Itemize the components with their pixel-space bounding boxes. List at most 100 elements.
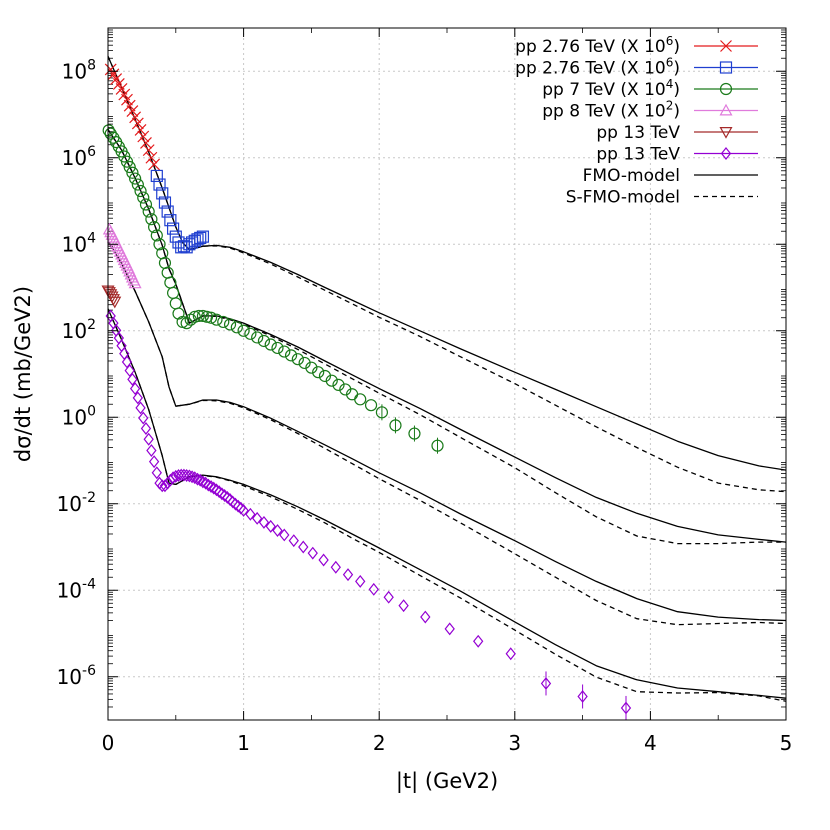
y-tick-label: 104: [62, 230, 96, 256]
data-point: [219, 489, 230, 502]
data-point: [265, 519, 276, 533]
y-tick-label: 108: [62, 57, 96, 83]
data-point: [151, 466, 162, 480]
data-point: [251, 331, 264, 344]
data-point: [145, 151, 158, 164]
plot-frame: [107, 27, 787, 721]
data-point: [194, 231, 207, 245]
legend-entry: pp 13 TeV: [596, 145, 758, 165]
data-point: [161, 205, 174, 218]
data-point: [251, 511, 263, 525]
data-point: [205, 480, 217, 493]
data-point: [444, 622, 455, 636]
data-point: [167, 471, 179, 485]
data-point: [227, 495, 238, 509]
data-point: [318, 369, 332, 383]
legend-label: pp 2.76 TeV (X 106): [515, 56, 680, 79]
data-point: [216, 487, 228, 501]
y-axis-title: dσ/dt (mb/GeV2): [11, 286, 35, 462]
data-point: [135, 401, 146, 415]
data-point: [272, 524, 283, 538]
data-point: [129, 382, 141, 396]
data-point: [368, 582, 379, 596]
data-point: [142, 144, 155, 157]
data-point: [123, 160, 136, 174]
data-point: [148, 455, 160, 469]
data-point: [224, 493, 236, 507]
legend-entry: pp 2.76 TeV (X 106): [515, 56, 758, 79]
data-point: [158, 196, 172, 209]
data-point: [184, 469, 195, 483]
s-fmo-model-curve: [107, 56, 787, 493]
legend-label: pp 2.76 TeV (X 106): [515, 34, 680, 57]
data-point: [153, 238, 166, 251]
data-point: [195, 473, 206, 487]
data-point: [196, 230, 210, 243]
data-point: [233, 499, 244, 513]
data-point: [145, 213, 158, 226]
data-point: [264, 338, 277, 351]
data-point: [148, 158, 161, 171]
data-point: [143, 432, 154, 446]
x-tick-label: 4: [644, 731, 657, 755]
data-point: [284, 349, 298, 362]
data-point: [342, 568, 354, 582]
data-points: [101, 63, 632, 720]
data-point: [115, 83, 128, 95]
legend-entry: pp 13 TeV: [596, 123, 758, 143]
data-point: [184, 313, 197, 326]
series-4: [102, 222, 142, 289]
legend-entry: S-FMO-model: [566, 188, 758, 208]
y-tick-label: 10-4: [57, 576, 97, 602]
data-point: [121, 93, 133, 106]
data-point: [156, 187, 169, 200]
s-fmo-model-curve: [107, 308, 787, 702]
data-point: [131, 117, 144, 130]
data-point: [291, 353, 304, 366]
data-point: [203, 478, 214, 492]
legend: pp 2.76 TeV (X 106)pp 2.76 TeV (X 106) pp…: [515, 34, 758, 208]
y-axis-ticks: 108 106 104 102 100 10-2 10-4 10-6: [57, 57, 786, 689]
data-point: [330, 560, 341, 574]
grid-lines: [108, 28, 786, 720]
data-point: [312, 366, 325, 379]
data-point: [208, 481, 219, 495]
data-point: [192, 309, 205, 323]
s-fmo-model-curve: [107, 240, 787, 626]
y-tick-label: 102: [62, 317, 96, 343]
legend-marker: [719, 82, 733, 96]
data-point: [214, 485, 225, 499]
data-point: [170, 469, 181, 483]
legend-entry: FMO-model: [583, 166, 758, 186]
data-point: [134, 123, 147, 136]
data-point: [332, 378, 345, 391]
data-point: [140, 422, 152, 435]
legend-label: pp 8 TeV (X 102): [542, 99, 680, 122]
data-point: [137, 191, 150, 204]
data-point: [150, 169, 163, 183]
x-tick-label: 1: [237, 731, 250, 755]
data-point: [148, 220, 161, 234]
data-point: [238, 503, 249, 517]
data-point: [318, 553, 329, 567]
data-point: [153, 178, 166, 191]
data-point: [210, 313, 223, 326]
data-point: [298, 540, 309, 554]
data-point: [364, 399, 378, 412]
data-point: [230, 497, 241, 511]
data-point: [166, 222, 180, 235]
legend-label: FMO-model: [583, 166, 680, 186]
legend-label: S-FMO-model: [566, 188, 680, 208]
data-point: [139, 198, 153, 211]
y-tick-label: 106: [62, 144, 96, 170]
data-point: [140, 137, 152, 149]
x-axis-ticks: 0 1 2 3 4 5: [102, 28, 792, 755]
model-curves: [107, 56, 787, 702]
y-tick-label: 100: [62, 403, 96, 429]
data-point: [473, 634, 484, 648]
data-point: [200, 476, 211, 490]
data-point: [129, 172, 142, 185]
data-point: [134, 184, 147, 198]
x-tick-label: 3: [508, 731, 521, 755]
data-point: [223, 318, 237, 331]
